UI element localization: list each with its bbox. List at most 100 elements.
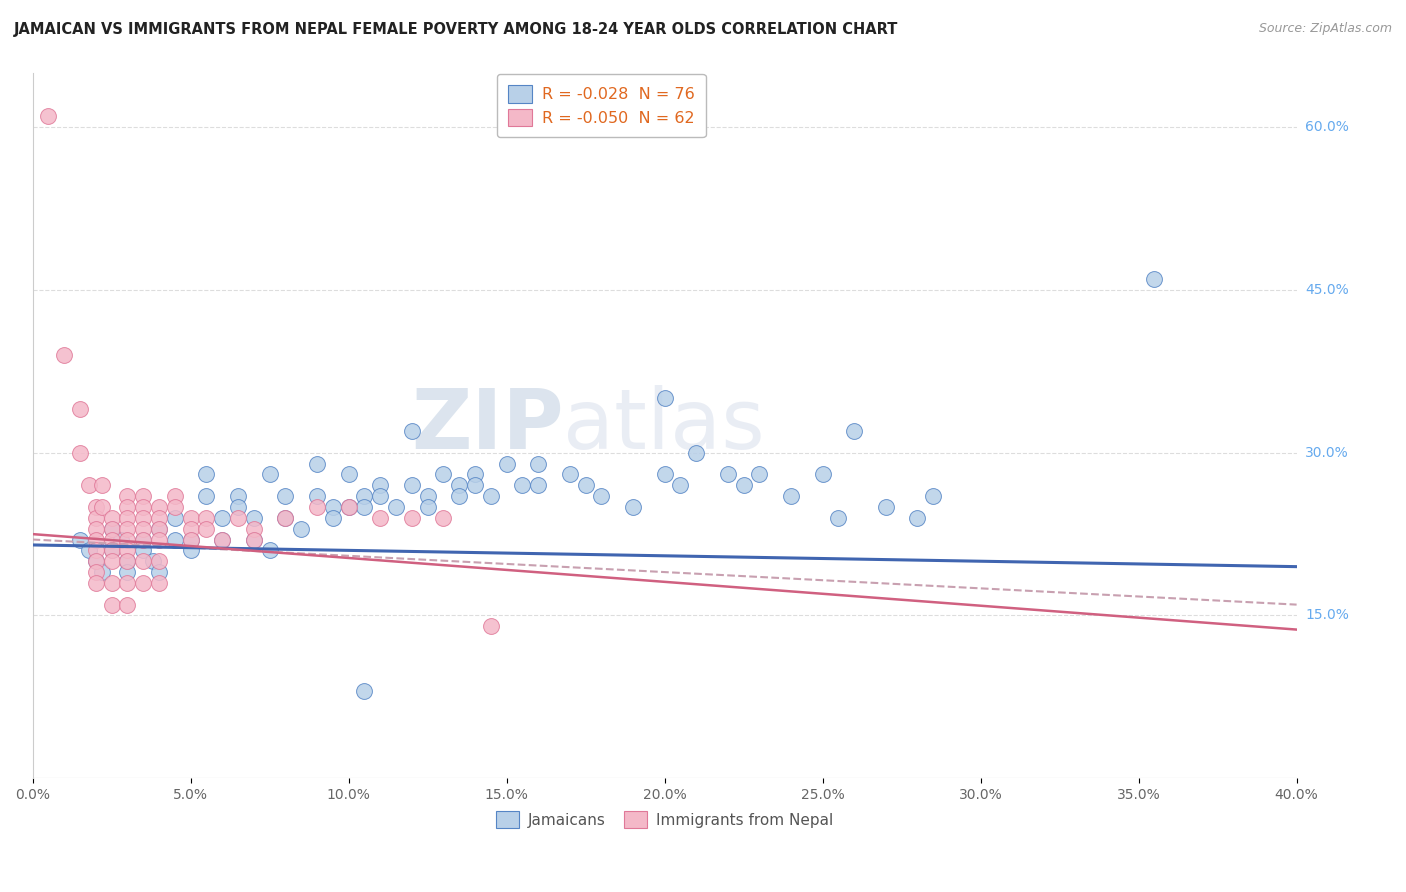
- Point: [100, 543, 122, 558]
- Point: [479, 489, 502, 503]
- Point: [432, 511, 454, 525]
- Point: [132, 554, 155, 568]
- Point: [259, 467, 281, 482]
- Point: [621, 500, 644, 514]
- Text: 60.0%: 60.0%: [1305, 120, 1348, 134]
- Point: [495, 457, 517, 471]
- Point: [132, 511, 155, 525]
- Point: [180, 533, 202, 547]
- Point: [79, 478, 101, 492]
- Point: [780, 489, 803, 503]
- Point: [180, 533, 202, 547]
- Point: [142, 554, 165, 568]
- Point: [117, 511, 139, 525]
- Point: [211, 533, 233, 547]
- Point: [922, 489, 945, 503]
- Point: [195, 467, 218, 482]
- Point: [305, 489, 328, 503]
- Point: [148, 500, 170, 514]
- Point: [669, 478, 692, 492]
- Point: [79, 543, 101, 558]
- Point: [226, 500, 249, 514]
- Point: [148, 511, 170, 525]
- Point: [148, 576, 170, 591]
- Text: Source: ZipAtlas.com: Source: ZipAtlas.com: [1258, 22, 1392, 36]
- Point: [401, 424, 423, 438]
- Point: [117, 554, 139, 568]
- Point: [385, 500, 408, 514]
- Point: [591, 489, 613, 503]
- Point: [37, 109, 59, 123]
- Point: [84, 554, 107, 568]
- Point: [84, 500, 107, 514]
- Point: [464, 478, 486, 492]
- Point: [195, 489, 218, 503]
- Point: [479, 619, 502, 633]
- Point: [117, 522, 139, 536]
- Point: [1143, 272, 1166, 286]
- Point: [117, 489, 139, 503]
- Point: [464, 467, 486, 482]
- Point: [117, 598, 139, 612]
- Point: [811, 467, 834, 482]
- Point: [100, 554, 122, 568]
- Point: [226, 511, 249, 525]
- Point: [100, 598, 122, 612]
- Point: [905, 511, 928, 525]
- Point: [117, 554, 139, 568]
- Point: [84, 522, 107, 536]
- Point: [574, 478, 596, 492]
- Point: [84, 576, 107, 591]
- Point: [195, 522, 218, 536]
- Point: [211, 533, 233, 547]
- Point: [117, 533, 139, 547]
- Point: [195, 511, 218, 525]
- Point: [875, 500, 897, 514]
- Point: [180, 543, 202, 558]
- Point: [685, 446, 707, 460]
- Point: [163, 489, 186, 503]
- Point: [242, 533, 264, 547]
- Point: [132, 489, 155, 503]
- Point: [305, 457, 328, 471]
- Point: [84, 554, 107, 568]
- Text: ZIP: ZIP: [411, 385, 564, 467]
- Point: [733, 478, 755, 492]
- Point: [827, 511, 849, 525]
- Point: [110, 533, 132, 547]
- Point: [53, 348, 76, 362]
- Point: [100, 533, 122, 547]
- Text: JAMAICAN VS IMMIGRANTS FROM NEPAL FEMALE POVERTY AMONG 18-24 YEAR OLDS CORRELATI: JAMAICAN VS IMMIGRANTS FROM NEPAL FEMALE…: [14, 22, 898, 37]
- Point: [368, 489, 391, 503]
- Point: [132, 576, 155, 591]
- Point: [132, 543, 155, 558]
- Text: 30.0%: 30.0%: [1305, 446, 1348, 459]
- Point: [117, 565, 139, 579]
- Point: [401, 478, 423, 492]
- Point: [117, 576, 139, 591]
- Point: [242, 511, 264, 525]
- Point: [654, 467, 676, 482]
- Point: [305, 500, 328, 514]
- Point: [368, 478, 391, 492]
- Point: [274, 489, 297, 503]
- Point: [132, 533, 155, 547]
- Point: [91, 500, 114, 514]
- Point: [69, 402, 91, 417]
- Point: [91, 478, 114, 492]
- Legend: Jamaicans, Immigrants from Nepal: Jamaicans, Immigrants from Nepal: [489, 805, 839, 834]
- Point: [322, 511, 344, 525]
- Point: [100, 522, 122, 536]
- Point: [416, 489, 439, 503]
- Point: [84, 543, 107, 558]
- Point: [226, 489, 249, 503]
- Point: [274, 511, 297, 525]
- Point: [84, 533, 107, 547]
- Point: [416, 500, 439, 514]
- Point: [274, 511, 297, 525]
- Point: [163, 511, 186, 525]
- Point: [337, 500, 360, 514]
- Point: [558, 467, 581, 482]
- Point: [717, 467, 740, 482]
- Point: [449, 489, 471, 503]
